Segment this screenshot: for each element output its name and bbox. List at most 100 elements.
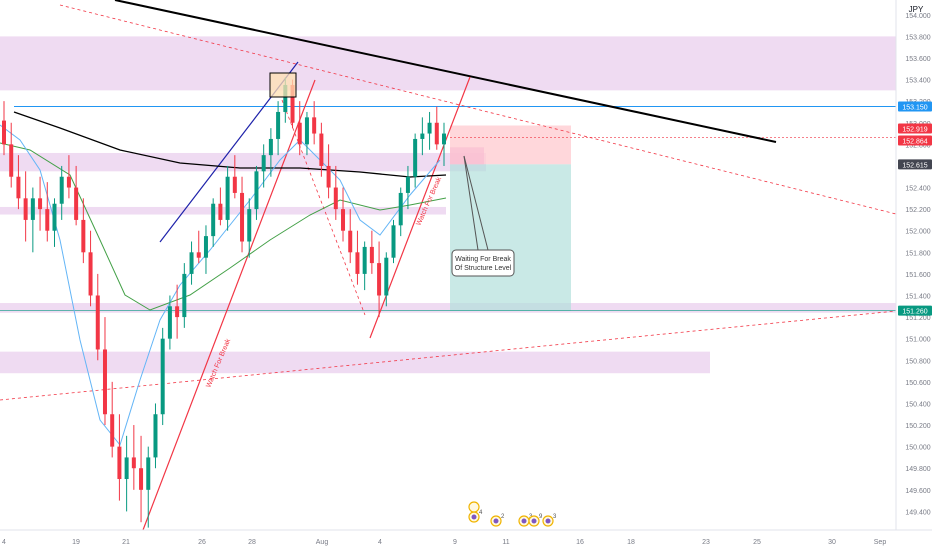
- event-marker[interactable]: 9: [528, 514, 543, 527]
- candle: [38, 176, 43, 231]
- time-tick[interactable]: Sep: [874, 539, 887, 546]
- time-tick[interactable]: 19: [72, 539, 80, 546]
- price-tick[interactable]: 152.400: [905, 186, 930, 193]
- candle-body: [348, 230, 353, 253]
- ema-slow-line: [13, 111, 447, 178]
- callout-pointer: [463, 155, 489, 251]
- economic-event-markers[interactable]: 42393: [468, 501, 557, 527]
- candle-body: [189, 252, 194, 274]
- candle: [348, 209, 353, 264]
- candle: [297, 101, 302, 156]
- candle: [369, 230, 374, 274]
- time-tick[interactable]: 23: [702, 539, 710, 546]
- time-tick[interactable]: 11: [502, 539, 509, 546]
- zone-rect: [0, 152, 486, 172]
- event-marker[interactable]: 3: [542, 514, 557, 527]
- time-tick[interactable]: 25: [753, 539, 761, 546]
- price-tick[interactable]: 151.000: [905, 337, 930, 344]
- candle-body: [146, 457, 151, 490]
- candle: [319, 122, 324, 177]
- candle-body: [16, 176, 21, 199]
- price-label: 153.150: [898, 101, 932, 112]
- price-tick[interactable]: 152.200: [905, 207, 930, 214]
- price-tick[interactable]: 150.600: [905, 380, 930, 387]
- candle: [341, 187, 346, 242]
- price-tick[interactable]: 150.800: [905, 358, 930, 365]
- ema-fast-line: [0, 124, 441, 447]
- time-tick[interactable]: 28: [248, 539, 256, 546]
- time-tick[interactable]: 26: [198, 539, 206, 546]
- candle: [30, 187, 35, 253]
- event-count: 9: [539, 514, 543, 520]
- time-tick[interactable]: 18: [627, 539, 635, 546]
- time-tick[interactable]: 4: [2, 539, 6, 546]
- price-tick[interactable]: 152.800: [905, 142, 930, 149]
- price-tick[interactable]: 149.600: [905, 488, 930, 495]
- candle-body: [59, 176, 64, 204]
- price-tick[interactable]: 153.400: [905, 78, 930, 85]
- major-resistance-trendline[interactable]: [114, 0, 777, 143]
- dashed-down-channel[interactable]: [281, 99, 366, 316]
- highlight-box: [269, 72, 297, 98]
- candle-body: [117, 446, 122, 480]
- price-tick[interactable]: 151.600: [905, 272, 930, 279]
- candle-body: [153, 414, 158, 458]
- time-tick[interactable]: 30: [828, 539, 836, 546]
- candle-body: [420, 133, 425, 139]
- price-label-bg: [898, 305, 932, 316]
- flag-icon: [521, 518, 527, 524]
- price-tick[interactable]: 151.800: [905, 250, 930, 257]
- event-marker[interactable]: 2: [490, 514, 505, 527]
- candle-body: [384, 257, 389, 296]
- event-icon-stacked[interactable]: [468, 501, 480, 513]
- candle: [153, 403, 158, 469]
- time-tick[interactable]: Aug: [316, 539, 329, 546]
- candle-body: [362, 246, 367, 274]
- candle: [95, 273, 100, 361]
- rising-support-line[interactable]: [142, 79, 316, 531]
- price-tick[interactable]: 150.000: [905, 445, 930, 452]
- entry-highlight-box: [450, 147, 484, 165]
- time-tick[interactable]: 21: [122, 539, 130, 546]
- candle-body: [369, 246, 374, 264]
- candle-body: [23, 198, 28, 220]
- price-tick[interactable]: 152.000: [905, 229, 930, 236]
- dashed-support-line[interactable]: [0, 310, 897, 401]
- zone-rect: [0, 36, 896, 91]
- candle-body: [203, 236, 208, 258]
- price-tick[interactable]: 153.600: [905, 56, 930, 63]
- time-axis-ticks[interactable]: 4 19 21 26 28 Aug 4 9 11 16 18 23 25 30 Sep: [2, 539, 886, 546]
- callout-box[interactable]: [451, 249, 515, 277]
- trade-setup[interactable]: [450, 125, 571, 311]
- price-tick[interactable]: 150.400: [905, 401, 930, 408]
- time-tick[interactable]: 4: [378, 539, 382, 546]
- time-tick[interactable]: 9: [453, 539, 457, 546]
- candle-body: [427, 122, 432, 134]
- candle: [189, 241, 194, 285]
- price-tick[interactable]: 149.400: [905, 509, 930, 516]
- price-tick[interactable]: 153.800: [905, 34, 930, 41]
- price-tick[interactable]: 151.400: [905, 293, 930, 300]
- candle: [362, 241, 367, 291]
- flag-icon: [545, 518, 551, 524]
- time-tick[interactable]: 16: [576, 539, 584, 546]
- price-tick[interactable]: 151.200: [905, 315, 930, 322]
- take-profit-zone[interactable]: [450, 164, 571, 311]
- ema-mid-line: [0, 142, 447, 311]
- price-tick[interactable]: 154.000: [905, 13, 930, 20]
- candle: [124, 435, 129, 512]
- candle: [420, 117, 425, 156]
- event-count: 3: [553, 514, 557, 520]
- candle-body: [74, 187, 79, 220]
- price-label-bg: [898, 123, 932, 134]
- candle: [74, 165, 79, 226]
- price-tick[interactable]: 149.800: [905, 466, 930, 473]
- currency-label: JPY: [909, 5, 924, 14]
- candle: [442, 122, 446, 166]
- price-tick[interactable]: 150.200: [905, 423, 930, 430]
- drawn-trendlines[interactable]: [0, 0, 897, 531]
- candle: [2, 101, 6, 156]
- candle-body: [290, 84, 295, 123]
